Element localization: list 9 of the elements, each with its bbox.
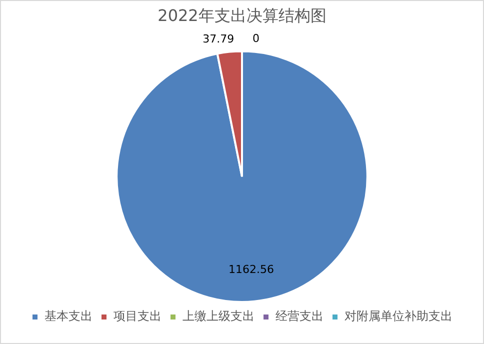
legend-label: 基本支出 [44, 309, 92, 324]
text: 0 [252, 32, 260, 46]
legend-label: 上缴上级支出 [182, 309, 254, 324]
chart-title: 2022年支出决算结构图 [158, 6, 326, 25]
legend-label: 对附属单位补助支出 [344, 309, 452, 324]
legend-label: 经营支出 [276, 309, 324, 324]
data-label: 1162.56 [228, 263, 274, 276]
legend-label: 项目支出 [114, 309, 162, 324]
data-label: 37.79 [202, 32, 234, 46]
